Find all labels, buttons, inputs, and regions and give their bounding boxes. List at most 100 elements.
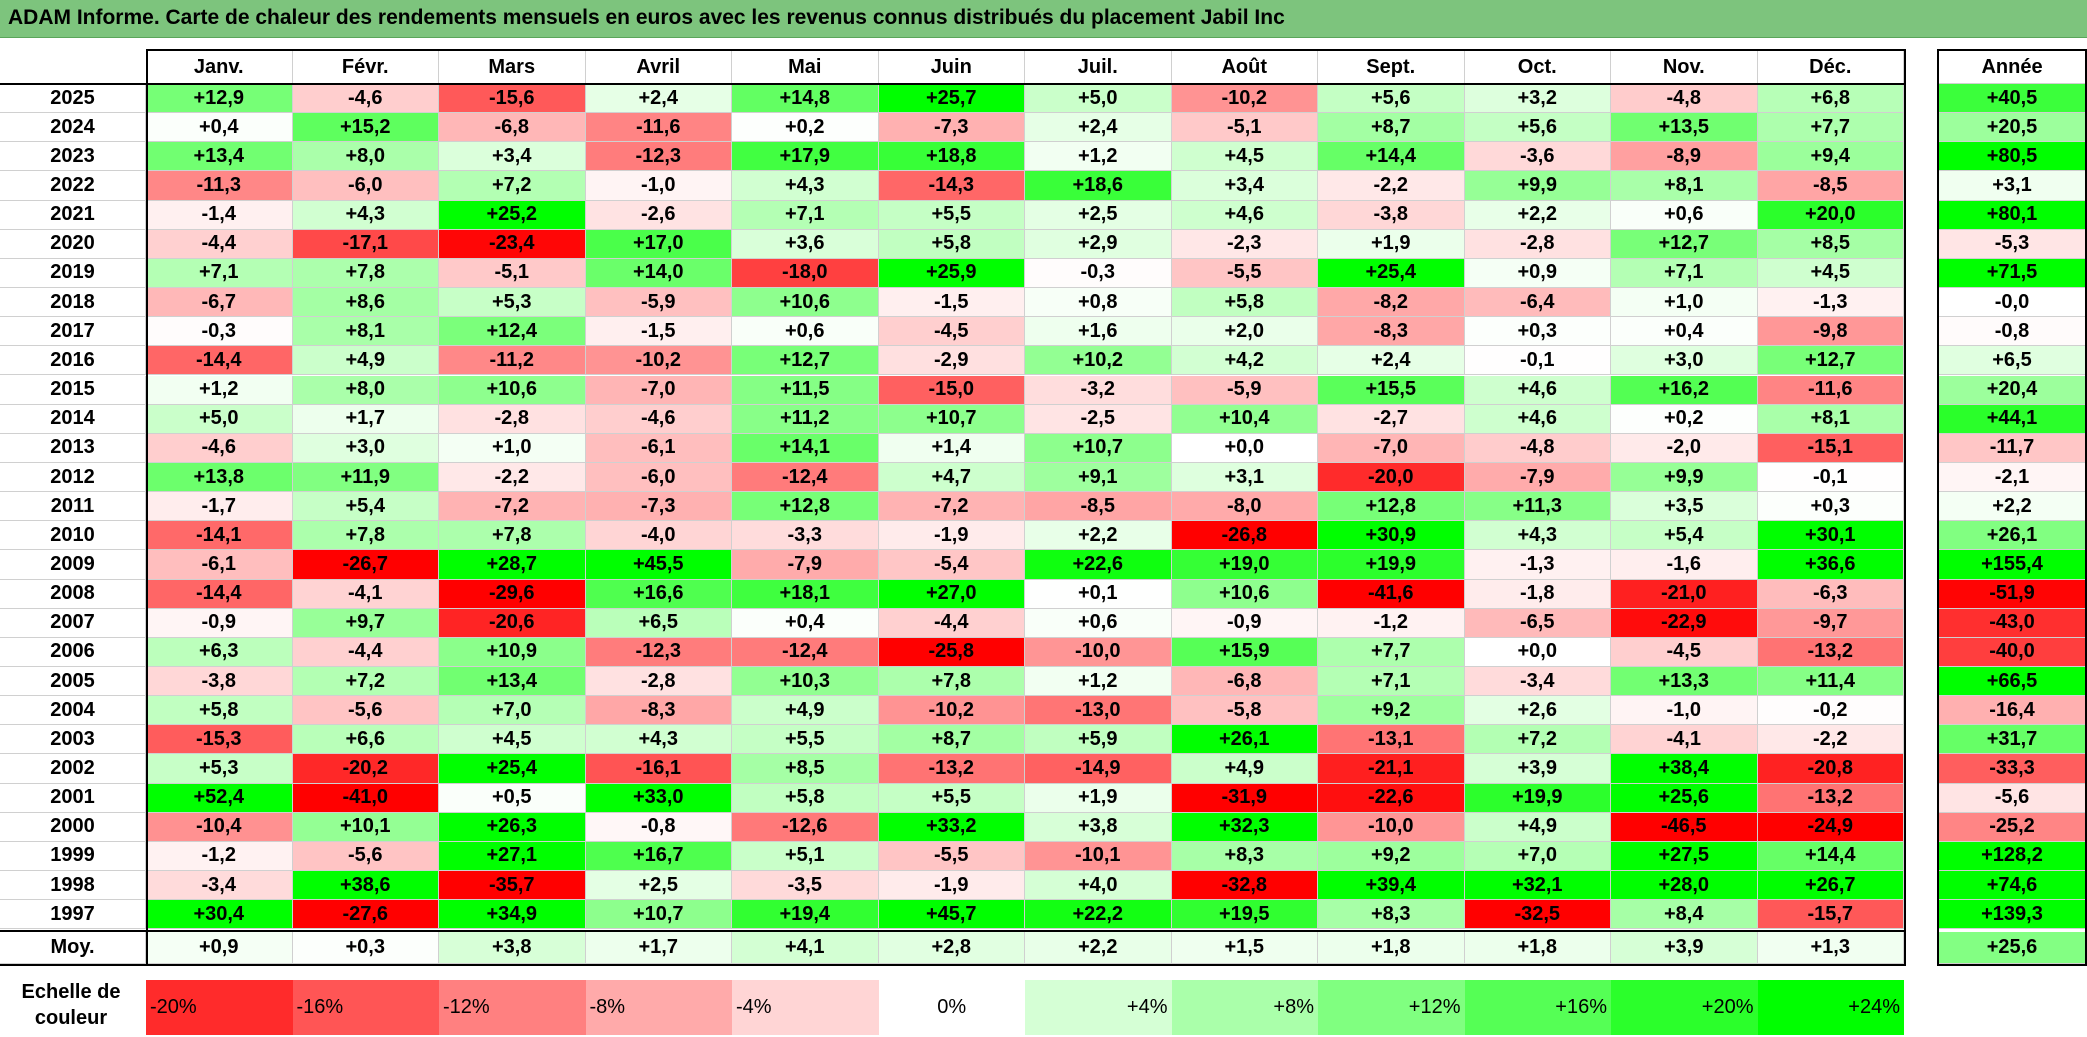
annual-cell: -2,1 (1938, 462, 2087, 493)
heatmap-cell: +18,6 (1025, 171, 1172, 201)
heatmap-cell: +45,7 (878, 900, 1025, 930)
heatmap-cell: -17,1 (292, 229, 439, 259)
heatmap-cell: +0,4 (732, 608, 879, 638)
heatmap-cell: +8,4 (1611, 900, 1758, 930)
heatmap-cell: -7,0 (585, 375, 732, 405)
annual-cell: +80,5 (1938, 142, 2087, 172)
heatmap-cell: -3,2 (1025, 375, 1172, 405)
heatmap-cell: +5,5 (878, 200, 1025, 230)
annual-cell: +74,6 (1938, 871, 2087, 901)
heatmap-cell: +8,1 (1611, 171, 1758, 201)
color-scale-step: +16% (1464, 980, 1611, 1035)
heatmap-cell: +11,9 (292, 462, 439, 493)
heatmap-cell: -23,4 (439, 229, 586, 259)
heatmap-cell: -5,9 (585, 288, 732, 318)
heatmap-cell: +28,0 (1611, 871, 1758, 901)
average-cell: +1,3 (1757, 932, 1904, 965)
column-header: Mars (439, 51, 586, 84)
heatmap-cell: +5,8 (878, 229, 1025, 259)
heatmap-cell: +5,8 (1171, 288, 1318, 318)
color-scale-step: +20% (1611, 980, 1758, 1035)
heatmap-cell: -3,5 (732, 871, 879, 901)
heatmap-cell: +34,9 (439, 900, 586, 930)
heatmap-cell: +1,0 (1611, 288, 1758, 318)
heatmap-cell: +7,2 (1464, 725, 1611, 755)
heatmap-cell: +17,9 (732, 142, 879, 172)
heatmap-cell: -1,5 (878, 288, 1025, 318)
annual-cell: -40,0 (1938, 637, 2087, 667)
heatmap-cell: -4,0 (585, 521, 732, 551)
heatmap-cell: +4,6 (1464, 375, 1611, 405)
heatmap-cell: +19,0 (1171, 550, 1318, 580)
heatmap-cell: -13,2 (878, 754, 1025, 784)
heatmap-cell: +11,4 (1757, 667, 1904, 697)
heatmap-cell: -6,4 (1464, 288, 1611, 318)
heatmap-cell: -12,3 (585, 142, 732, 172)
heatmap-cell: +0,6 (1025, 608, 1172, 638)
heatmap-cell: -6,8 (1171, 667, 1318, 697)
heatmap-cell: -8,2 (1318, 288, 1465, 318)
average-cell: +1,5 (1171, 932, 1318, 965)
year-label: 2011 (0, 492, 146, 522)
heatmap-cell: -6,5 (1464, 608, 1611, 638)
heatmap-cell: -6,0 (585, 462, 732, 493)
heatmap-cell: -14,9 (1025, 754, 1172, 784)
average-cell: +0,3 (292, 932, 439, 965)
annual-cell: -11,7 (1938, 433, 2087, 463)
heatmap-cell: -6,3 (1757, 579, 1904, 609)
heatmap-cell: +14,0 (585, 258, 732, 289)
heatmap-cell: -7,9 (732, 550, 879, 580)
heatmap-cell: -0,8 (585, 812, 732, 842)
heatmap-cell: +10,3 (732, 667, 879, 697)
annual-cell: +20,5 (1938, 113, 2087, 143)
heatmap-cell: -25,8 (878, 637, 1025, 667)
heatmap-cell: +0,5 (439, 783, 586, 813)
heatmap-cell: -10,0 (1025, 637, 1172, 667)
heatmap-cell: +25,2 (439, 200, 586, 230)
year-label: 2025 (0, 84, 146, 114)
heatmap-cell: -12,6 (732, 812, 879, 842)
heatmap-cell: -1,7 (146, 492, 293, 522)
color-scale-step: 0% (878, 980, 1025, 1035)
heatmap-cell: +7,8 (439, 521, 586, 551)
heatmap-cell: -11,3 (146, 171, 293, 201)
heatmap-cell: +13,4 (146, 142, 293, 172)
heatmap-cell: +5,5 (732, 725, 879, 755)
page-title: ADAM Informe. Carte de chaleur des rende… (8, 6, 1285, 29)
heatmap-cell: +4,7 (878, 462, 1025, 493)
heatmap-cell: -2,3 (1171, 229, 1318, 259)
annual-cell: +26,1 (1938, 521, 2087, 551)
heatmap-cell: +27,0 (878, 579, 1025, 609)
heatmap-cell: +52,4 (146, 783, 293, 813)
heatmap-cell: -18,0 (732, 258, 879, 289)
heatmap-cell: +4,3 (585, 725, 732, 755)
heatmap-cell: +8,0 (292, 142, 439, 172)
heatmap-cell: +10,7 (878, 404, 1025, 434)
heatmap-cell: +25,6 (1611, 783, 1758, 813)
heatmap-cell: +8,5 (732, 754, 879, 784)
heatmap-cell: +10,2 (1025, 346, 1172, 376)
heatmap-cell: -41,6 (1318, 579, 1465, 609)
heatmap-cell: -0,3 (1025, 258, 1172, 289)
year-label: 2010 (0, 521, 146, 551)
column-header: Oct. (1464, 51, 1611, 84)
heatmap-cell: -26,8 (1171, 521, 1318, 551)
heatmap-cell: +10,6 (732, 288, 879, 318)
heatmap-cell: -6,8 (439, 113, 586, 143)
year-label: 2023 (0, 142, 146, 172)
year-label: 2022 (0, 171, 146, 201)
heatmap-cell: -8,9 (1611, 142, 1758, 172)
column-header: Juil. (1025, 51, 1172, 84)
year-label: 1999 (0, 841, 146, 872)
heatmap-cell: -1,2 (146, 841, 293, 872)
heatmap-cell: -2,6 (585, 200, 732, 230)
heatmap-cell: -4,4 (878, 608, 1025, 638)
heatmap-cell: +5,4 (1611, 521, 1758, 551)
heatmap-cell: -4,6 (146, 433, 293, 463)
average-cell: +3,9 (1611, 932, 1758, 965)
heatmap-cell: +10,6 (439, 375, 586, 405)
heatmap-cell: -21,0 (1611, 579, 1758, 609)
column-header: Janv. (146, 51, 293, 84)
heatmap-cell: +25,7 (878, 84, 1025, 114)
heatmap-cell: +3,6 (732, 229, 879, 259)
